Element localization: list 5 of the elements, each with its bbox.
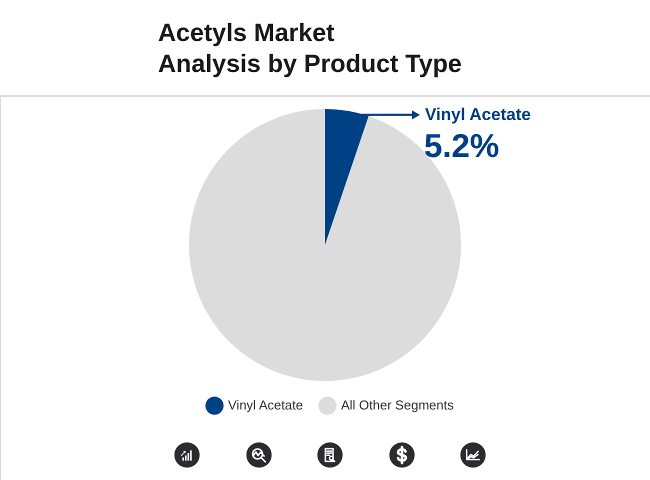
data-label: 5.2% (424, 126, 500, 164)
category-label: Vinyl Acetate (425, 104, 531, 124)
legend-label: All Other Segments (341, 398, 454, 413)
legend-label: Vinyl Acetate (228, 398, 303, 413)
chart-title: Acetyls Market Analysis by Product Type (158, 19, 462, 78)
